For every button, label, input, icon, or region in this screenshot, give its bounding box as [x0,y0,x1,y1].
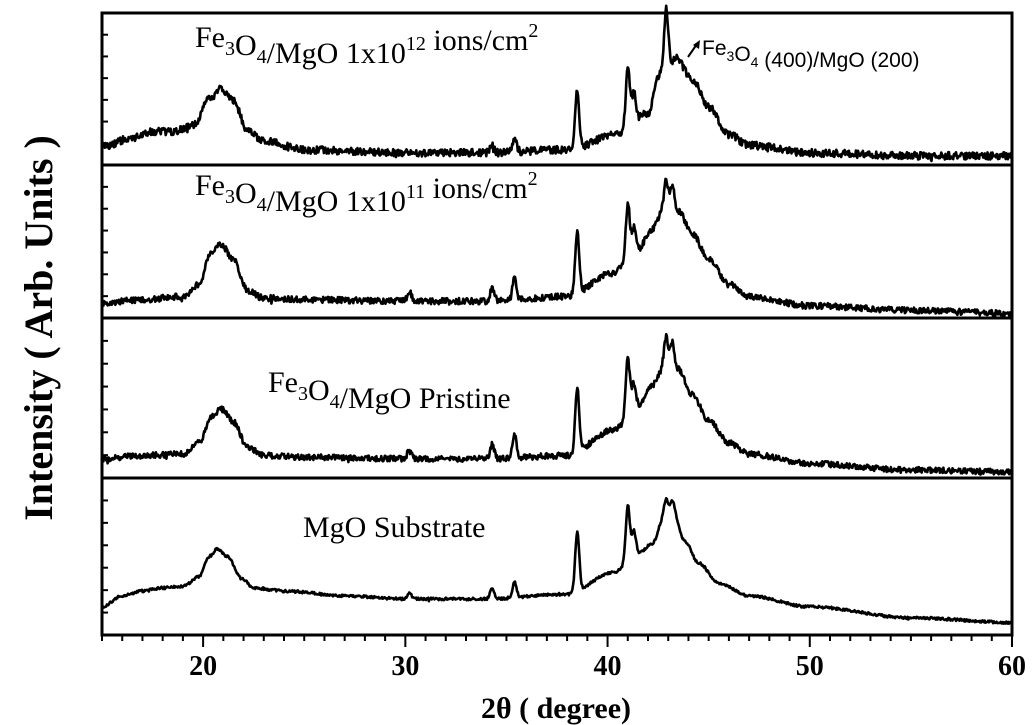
series-line [100,497,1013,625]
panel-label-part: 3 [225,38,235,60]
annotation-part: (400)/MgO (200) [758,49,919,72]
panel-label-part: O [235,29,257,62]
panel-label: Fe3O4/MgO 1x1011 ions/cm2 [195,168,538,218]
series-line [100,4,1014,163]
panel-3: Fe3O4/MgO Pristine [100,316,1014,480]
panel-2: Fe3O4/MgO 1x1011 ions/cm2 [100,163,1014,320]
panel-label-part: 3 [298,383,308,405]
annotation-part: 3 [727,48,735,64]
panel-label-part: Fe [195,21,225,54]
x-tick-label: 40 [594,651,622,682]
panel-y-ticks [102,499,108,614]
panel-label-part: O [235,177,257,210]
series-line [101,332,1014,476]
panel-label-part: MgO Substrate [303,511,486,544]
panel-y-ticks [102,185,108,298]
panel-label-part: /MgO Pristine [340,382,511,415]
panel-label-part: 2 [528,168,538,190]
annotation-arrowhead [693,40,700,49]
panel-label-part: Fe [268,366,298,399]
panel-label-part: /MgO 1x10 [267,37,406,70]
panel-label-part: 4 [257,46,267,68]
y-axis-label: Intensity ( Arb. Units ) [16,135,61,521]
annotation-part: Fe [702,37,727,60]
panel-label-part: 11 [406,181,425,203]
panel-label-part: 4 [330,391,340,413]
x-tick-label: 30 [391,651,419,682]
annotation-part: O [734,43,750,66]
panel-label-part: /MgO 1x10 [267,185,406,218]
panel-label: MgO Substrate [303,511,486,544]
x-ticks-group: 20 30 40 50 60 [101,635,1026,682]
panel-label-part: 2 [528,20,538,42]
x-tick-label: 60 [998,651,1026,682]
panel-label: Fe3O4/MgO 1x1012 ions/cm2 [195,20,538,70]
series-line [100,177,1014,318]
panel-frame [100,476,1014,637]
panel-label-part: 12 [406,33,426,55]
x-axis-label: 2θ ( degree) [481,692,631,725]
panel-label-part: ions/cm [426,24,529,57]
annotation-part: 4 [751,54,759,70]
x-tick-label: 20 [189,651,217,682]
panel-label: Fe3O4/MgO Pristine [268,366,511,415]
panel-label-part: O [308,374,330,407]
panel-label-part: 4 [257,194,267,216]
panel-4: MgO Substrate [100,476,1014,637]
x-tick-label: 50 [796,651,824,682]
panel-label-part: Fe [195,169,225,202]
peak-annotation: Fe3O4 (400)/MgO (200) [702,37,920,72]
panel-label-part: 3 [225,186,235,208]
panel-label-part: ions/cm [425,172,528,205]
panel-1: Fe3O4/MgO 1x1012 ions/cm2 [100,4,1014,167]
